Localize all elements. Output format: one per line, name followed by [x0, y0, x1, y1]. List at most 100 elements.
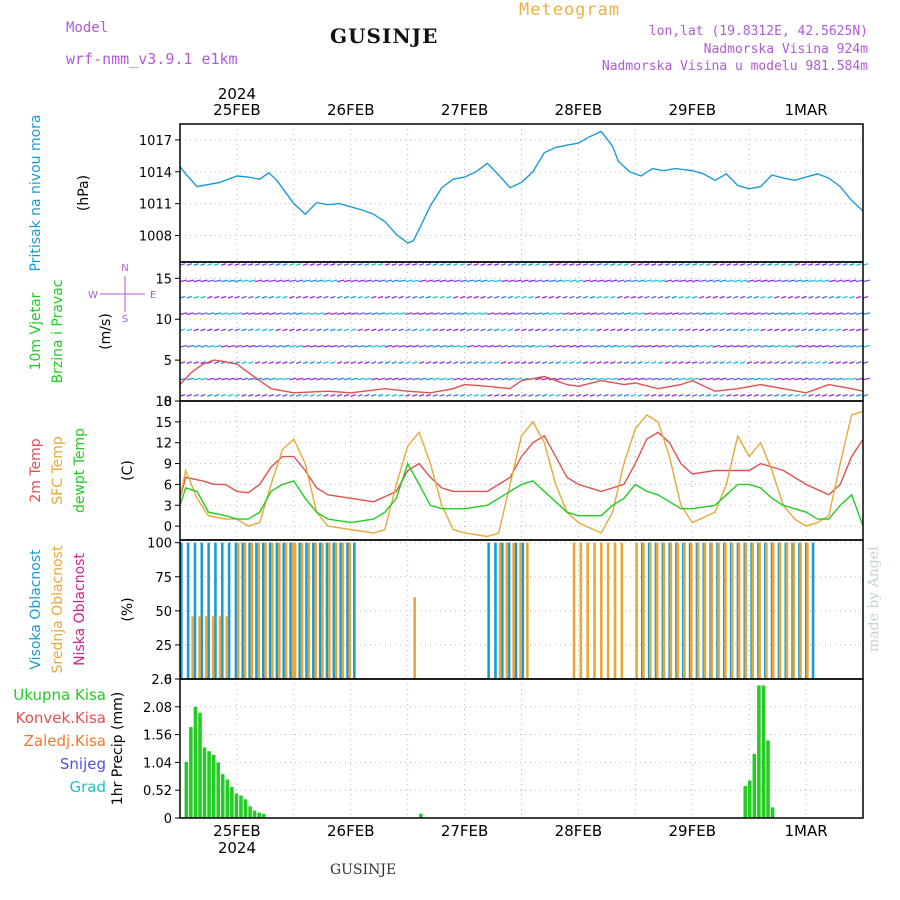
- wind-arrow: [787, 263, 794, 266]
- date-label-top: 29FEB: [669, 101, 716, 119]
- wind-arrow: [712, 328, 718, 332]
- cloud-bar-srednja-oblacnost: [792, 542, 796, 679]
- wind-arrow: [685, 361, 691, 365]
- cloud-bar-srednja-oblacnost: [413, 597, 416, 679]
- wind-arrow: [575, 295, 582, 299]
- wind-arrow: [576, 312, 584, 315]
- wind-arrow: [534, 393, 541, 397]
- wind-arrow: [528, 393, 534, 397]
- wind-arrow: [746, 295, 753, 299]
- wind-arrow: [808, 279, 816, 283]
- wind-arrow: [514, 361, 520, 365]
- wind-arrow: [480, 312, 488, 315]
- wind-arrow: [323, 295, 329, 299]
- wind-arrow: [391, 377, 399, 381]
- wind-arrow: [616, 344, 625, 348]
- wind-arrow: [412, 377, 420, 381]
- cloud-bar-srednja-oblacnost: [277, 542, 281, 679]
- wind-arrow: [289, 312, 297, 315]
- wind-arrow: [309, 377, 317, 381]
- wind-arrow: [507, 393, 514, 397]
- wind-arrow: [767, 377, 775, 381]
- wind-arrow: [500, 344, 509, 348]
- wind-arrow: [637, 328, 643, 332]
- wind-arrow: [323, 312, 331, 315]
- wind-arrow: [685, 344, 693, 348]
- wind-arrow: [418, 263, 425, 266]
- wind-arrow: [186, 279, 194, 283]
- wind-arrow: [582, 263, 589, 266]
- wind-arrow: [678, 295, 684, 299]
- wind-arrow: [405, 279, 413, 283]
- wind-arrow: [330, 279, 338, 283]
- wind-arrow: [220, 312, 229, 315]
- wind-arrow: [323, 344, 331, 348]
- wind-arrow: [227, 279, 235, 283]
- wind-arrow: [760, 377, 768, 381]
- wind-arrow: [712, 295, 718, 299]
- wind-arrow: [651, 393, 657, 397]
- wind-arrow: [480, 344, 488, 348]
- wind-arrow: [678, 263, 684, 266]
- wind-arrow: [371, 263, 377, 266]
- wind-arrow: [562, 393, 568, 397]
- wind-arrow: [193, 393, 199, 397]
- wind-arrow: [808, 377, 816, 381]
- wind-arrow: [364, 279, 372, 283]
- temperature-ytick-label: 12: [155, 437, 172, 452]
- wind-arrow: [562, 344, 570, 348]
- wind-arrow: [453, 393, 459, 397]
- wind-arrow: [835, 279, 843, 283]
- wind-arrow: [733, 361, 739, 365]
- wind-arrow: [821, 393, 828, 397]
- wind-arrow: [425, 263, 432, 266]
- wind-arrow: [794, 361, 800, 365]
- precip-legend-2: Zaledj.Kisa: [24, 732, 106, 750]
- wind-arrow: [439, 279, 447, 283]
- wind-arrow: [664, 377, 673, 381]
- wind-arrow: [678, 279, 686, 283]
- wind-arrow: [774, 328, 780, 332]
- wind-arrow: [241, 361, 247, 365]
- date-label-bottom: 25FEB: [213, 822, 260, 840]
- wind-arrow: [234, 263, 240, 266]
- wind-arrow: [473, 361, 479, 365]
- cloud-bar-srednja-oblacnost: [191, 616, 194, 679]
- wind-arrow: [343, 361, 350, 365]
- wind-arrow: [644, 361, 650, 365]
- wind-arrow: [398, 328, 404, 332]
- compass-east: E: [150, 290, 156, 301]
- wind-arrow: [842, 295, 848, 299]
- date-label-top: 26FEB: [327, 101, 374, 119]
- wind-arrow: [473, 312, 481, 315]
- wind-arrow: [767, 344, 775, 348]
- cloud-bar-srednja-oblacnost: [613, 542, 617, 679]
- wind-arrow: [268, 361, 274, 365]
- wind-arrow: [459, 328, 466, 332]
- precip-bar: [184, 761, 189, 818]
- cloud-bar-srednja-oblacnost: [799, 542, 802, 679]
- wind-arrow: [569, 328, 575, 332]
- wind-arrow: [453, 279, 461, 283]
- wind-arrow: [623, 295, 630, 299]
- wind-arrow: [466, 295, 473, 299]
- wind-arrow: [494, 312, 502, 315]
- cloud-bar-visoka-oblacnost: [268, 542, 272, 679]
- wind-arrow: [316, 377, 324, 381]
- wind-arrow: [562, 279, 570, 283]
- wind-arrow: [637, 263, 643, 266]
- wind-arrow: [603, 377, 611, 381]
- precip-bar: [752, 753, 757, 818]
- wind-arrow: [582, 393, 589, 397]
- precip-bar: [234, 793, 239, 818]
- wind-arrow: [336, 312, 345, 315]
- wind-arrow: [521, 344, 529, 348]
- wind-arrow: [774, 263, 780, 266]
- wind-arrow: [514, 312, 522, 315]
- wind-arrow: [234, 312, 242, 315]
- wind-arrow: [261, 377, 270, 381]
- wind-arrow: [589, 279, 597, 283]
- wind-arrow: [678, 361, 684, 365]
- wind-arrow: [610, 312, 618, 315]
- wind-arrow: [371, 328, 377, 332]
